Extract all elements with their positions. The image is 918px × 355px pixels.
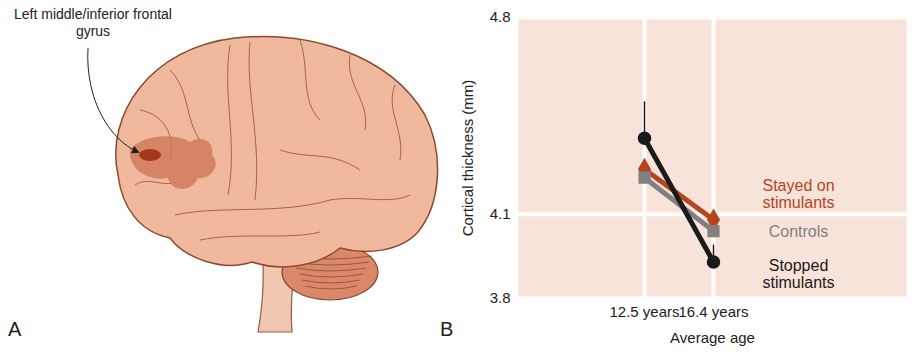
svg-text:Cortical thickness (mm): Cortical thickness (mm) — [459, 80, 476, 237]
svg-text:Stoppedstimulants: Stoppedstimulants — [762, 257, 834, 292]
svg-text:Average age: Average age — [670, 329, 755, 346]
svg-text:16.4 years: 16.4 years — [678, 303, 748, 320]
svg-text:3.8: 3.8 — [490, 289, 511, 306]
html-text:B: B — [440, 318, 454, 340]
svg-text:Controls: Controls — [769, 223, 829, 240]
html-text:A: A — [8, 318, 22, 340]
html-text:Left middle/inferior frontal g: Left middle/inferior frontal gyrus — [14, 6, 172, 39]
svg-text:4.8: 4.8 — [490, 8, 511, 25]
svg-text:4.1: 4.1 — [490, 205, 511, 222]
svg-text:Stayed onstimulants: Stayed onstimulants — [762, 177, 834, 212]
svg-text:12.5 years: 12.5 years — [609, 303, 679, 320]
